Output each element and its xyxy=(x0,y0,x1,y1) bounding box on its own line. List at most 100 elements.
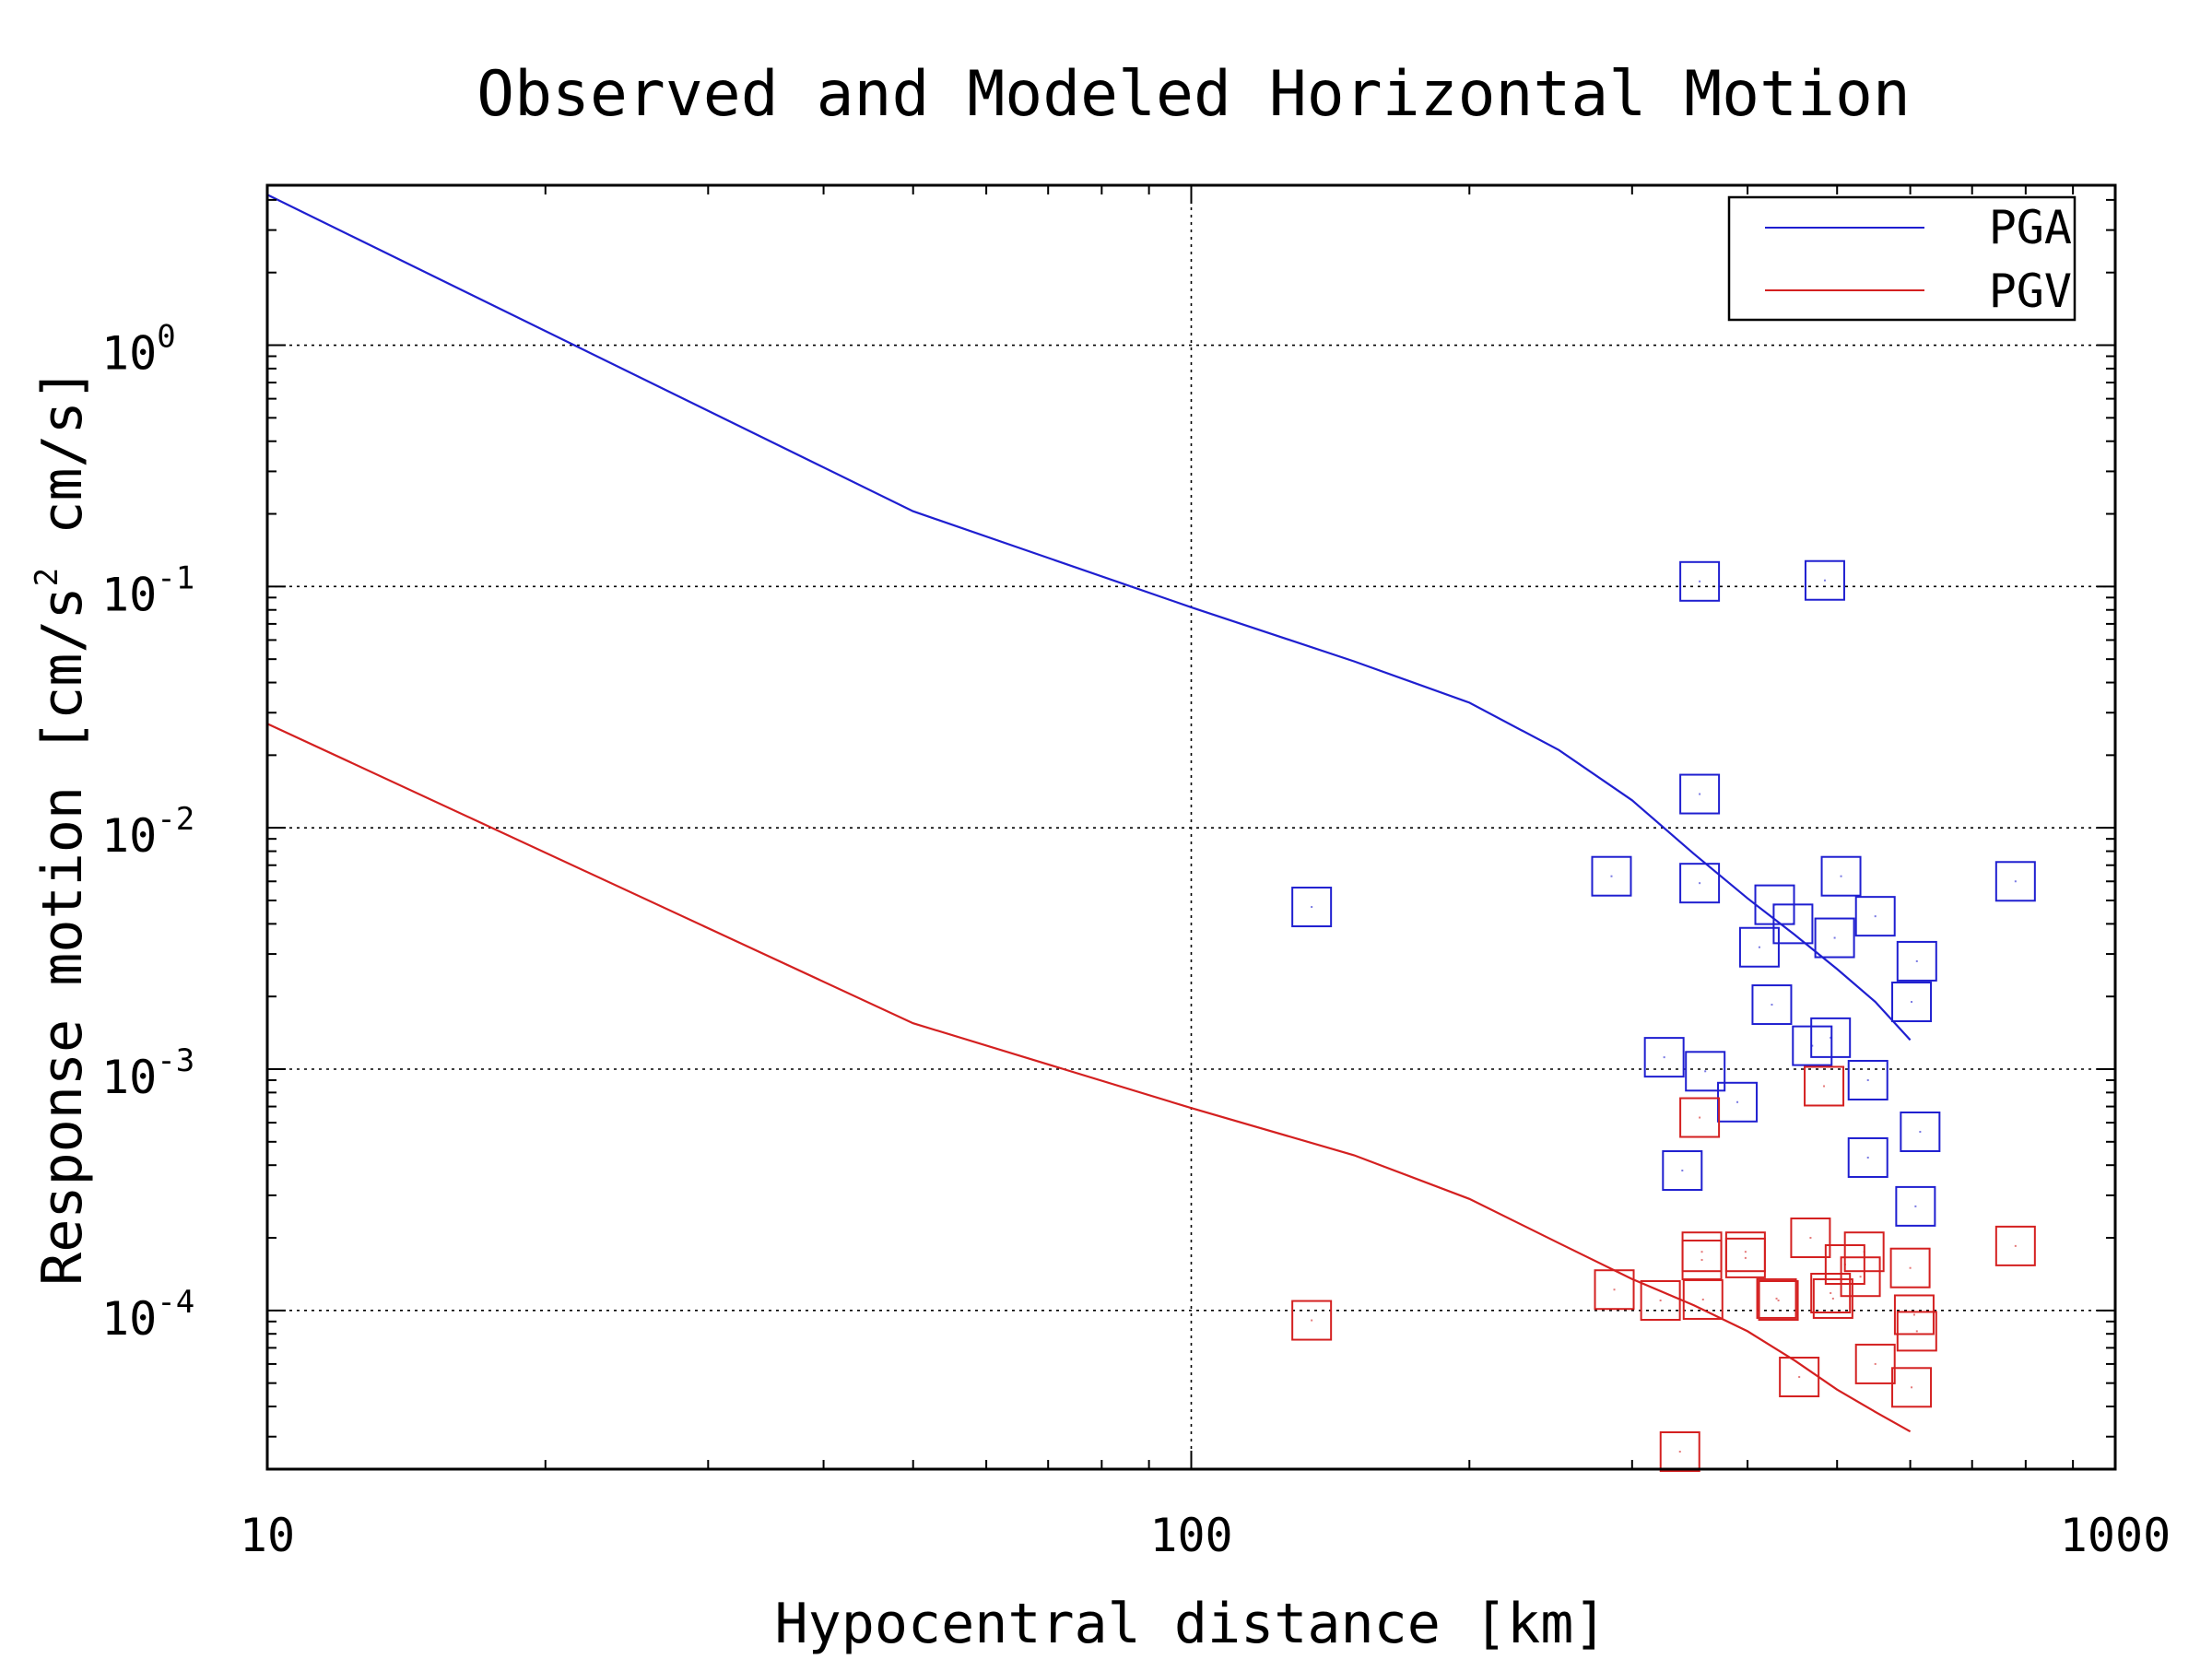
pgv-observed-point-center xyxy=(1823,1085,1826,1088)
y-tick-label: 10-2 xyxy=(101,801,194,863)
y-tick-label: 100 xyxy=(101,319,176,381)
pga-observed-point-center xyxy=(1704,1070,1707,1073)
pgv-observed-point-center xyxy=(1701,1298,1704,1300)
pga-observed-point-center xyxy=(1866,1078,1869,1081)
pgv-observed-point xyxy=(1594,1269,1635,1311)
pga-observed-point xyxy=(1895,1185,1936,1227)
pgv-observed-point-center xyxy=(1659,1299,1662,1301)
pgv-observed-point-center xyxy=(1613,1288,1616,1291)
axis-ticks xyxy=(266,185,2116,1469)
legend-box xyxy=(1727,195,2077,322)
pga-observed-point xyxy=(1643,1037,1685,1078)
y-tick-exponent: 0 xyxy=(157,319,175,356)
pga-observed-point xyxy=(1679,560,1721,602)
x-tick-labels: 10 100 1000 xyxy=(240,1509,2171,1562)
pga-observed-point-center xyxy=(1823,579,1826,582)
pga-observed-point xyxy=(1679,863,1721,904)
pga-observed-point-center xyxy=(1911,1001,1913,1004)
pgv-observed-point-center xyxy=(1809,1237,1812,1240)
pgv-observed-point-center xyxy=(1909,1266,1912,1269)
y-tick-base: 10 xyxy=(101,1292,157,1346)
pgv-observed-point xyxy=(1840,1256,1881,1298)
pga-observed-point-center xyxy=(1874,915,1877,918)
y-tick-exponent: -2 xyxy=(157,801,194,838)
pga-observed-point-center xyxy=(1914,1205,1917,1207)
x-tick-label: 10 xyxy=(240,1509,295,1562)
data-layer xyxy=(266,194,2036,1473)
pgv-observed-point-center xyxy=(1699,1116,1701,1119)
pga-observed-point-center xyxy=(1866,1156,1869,1159)
pgv-observed-point xyxy=(1640,1279,1681,1321)
pga-observed-point xyxy=(1854,896,1896,937)
pgv-observed-point xyxy=(1843,1231,1885,1273)
pgv-observed-point xyxy=(1891,1367,1933,1408)
y-tick-exponent: -4 xyxy=(157,1284,194,1321)
pgv-observed-point xyxy=(1854,1343,1896,1384)
y-tick-label: 10-4 xyxy=(101,1284,194,1346)
pga-observed-point-center xyxy=(1610,875,1613,877)
pgv-observed-point xyxy=(1724,1237,1766,1278)
pga-observed-point-center xyxy=(1919,1130,1922,1133)
x-axis-label: Hypocentral distance [km] xyxy=(774,1592,1606,1656)
y-tick-label: 10-1 xyxy=(101,559,194,621)
x-tick-label: 100 xyxy=(1149,1509,1232,1562)
pgv-observed-point xyxy=(1893,1294,1935,1335)
pga-observed-point-center xyxy=(1758,946,1760,948)
pga-observed-point xyxy=(1662,1150,1703,1192)
pga-observed-point xyxy=(1804,559,1845,601)
pgv-observed-point-center xyxy=(1700,1251,1703,1253)
pga-observed-point xyxy=(1685,1051,1726,1092)
pgv-observed-point-center xyxy=(1678,1451,1681,1453)
pga-observed-point xyxy=(1810,1017,1852,1058)
pgv-observed-point xyxy=(1810,1273,1852,1314)
chart-title: Observed and Modeled Horizontal Motion xyxy=(477,58,1911,131)
pgv-observed-point-center xyxy=(1912,1313,1915,1316)
pgv-observed-point xyxy=(1291,1300,1333,1341)
pga-observed-point xyxy=(1896,940,1937,982)
y-tick-base: 10 xyxy=(101,1051,157,1104)
pga-model-line xyxy=(266,194,1912,1041)
pgv-observed-point xyxy=(1682,1278,1724,1320)
y-tick-label: 10-3 xyxy=(101,1042,194,1104)
pga-observed-point-center xyxy=(1811,1044,1814,1047)
pga-observed-point xyxy=(1291,887,1333,928)
pgv-observed-point-center xyxy=(1915,1330,1918,1333)
y-axis-label: Response motion [cm/s2 cm/s] xyxy=(29,368,95,1286)
x-tick-label: 1000 xyxy=(2060,1509,2171,1562)
y-axis-label-main: Response motion [cm/s xyxy=(30,586,95,1286)
pga-observed-point xyxy=(1891,982,1933,1023)
pga-observed-point xyxy=(1792,1025,1833,1066)
legend-label-pga: PGA xyxy=(1989,201,2072,254)
pga-observed-point xyxy=(1591,855,1632,897)
legend: PGA PGV xyxy=(1727,195,2077,322)
pgv-observed-point-center xyxy=(1311,1319,1313,1322)
grid-lines xyxy=(267,185,2115,1469)
pga-observed-point xyxy=(1900,1111,1941,1152)
pgv-observed-point xyxy=(1896,1311,1937,1352)
pgv-observed-point-center xyxy=(1744,1251,1747,1253)
pga-observed-point-center xyxy=(1736,1100,1739,1103)
pgv-observed-point xyxy=(1790,1218,1831,1259)
pga-observed-point-center xyxy=(1699,793,1701,795)
y-tick-exponent: -1 xyxy=(157,559,194,596)
pgv-observed-point xyxy=(1758,1279,1799,1321)
pgv-observed-point-center xyxy=(1777,1299,1780,1301)
pgv-observed-point xyxy=(1812,1277,1853,1319)
pga-observed-point xyxy=(1738,926,1780,968)
pgv-observed-point-center xyxy=(1830,1292,1832,1295)
y-axis-label-sup: 2 xyxy=(29,568,65,586)
pga-observed-point-center xyxy=(1699,882,1701,885)
pgv-observed-point-center xyxy=(1874,1362,1877,1365)
pga-observed-point-center xyxy=(1699,580,1701,582)
pga-observed-point-center xyxy=(1840,875,1842,877)
pgv-observed-point xyxy=(1756,1277,1797,1319)
pgv-observed-point xyxy=(1889,1247,1931,1288)
pga-observed-point xyxy=(1772,903,1814,945)
pgv-observed-point-center xyxy=(1775,1297,1778,1300)
pga-observed-point xyxy=(1751,984,1793,1026)
y-tick-base: 10 xyxy=(101,327,157,381)
pga-observed-point-center xyxy=(1681,1170,1684,1172)
pgv-observed-point xyxy=(1659,1431,1700,1473)
pgv-observed-point-center xyxy=(2014,1244,2017,1247)
